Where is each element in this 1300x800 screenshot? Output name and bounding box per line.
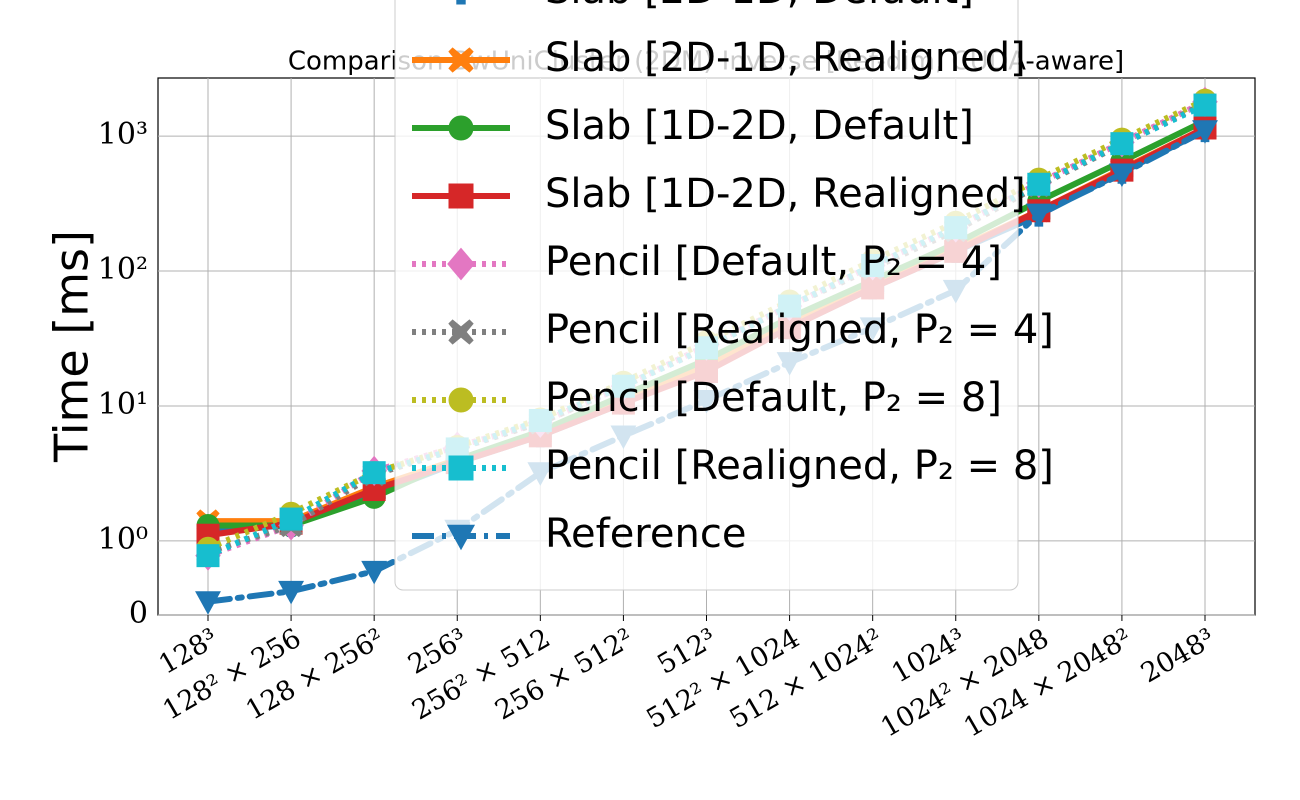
legend-label: Slab [2D-1D, Default]	[545, 0, 974, 13]
marker	[447, 247, 475, 281]
y-tick-label: 10²	[98, 252, 148, 287]
marker	[446, 524, 476, 551]
legend-label: Pencil [Realigned, P₂ = 4]	[545, 307, 1054, 353]
marker	[448, 183, 474, 209]
legend-label: Pencil [Default, P₂ = 8]	[545, 375, 1002, 421]
legend-label: Slab [1D-2D, Default]	[545, 103, 974, 149]
marker	[1193, 93, 1217, 117]
marker	[278, 580, 305, 605]
y-axis-label: Time [ms]	[45, 230, 99, 463]
marker	[448, 455, 474, 481]
legend-label: Pencil [Default, P₂ = 4]	[545, 239, 1002, 285]
legend-label: Slab [1D-2D, Realigned]	[545, 171, 1026, 217]
marker	[1027, 172, 1051, 196]
marker	[456, 0, 466, 5]
x-tick-label: 2048³	[1136, 623, 1220, 690]
marker	[448, 319, 474, 345]
legend-box	[394, 0, 1019, 591]
marker	[448, 115, 474, 141]
legend-label: Pencil [Realigned, P₂ = 8]	[545, 443, 1054, 489]
marker	[279, 507, 303, 531]
legend-label: Slab [2D-1D, Realigned]	[545, 35, 1026, 81]
y-tick-label: 10¹	[98, 387, 148, 422]
y-tick-label: 10⁰	[98, 522, 148, 557]
marker	[1108, 163, 1135, 188]
marker	[448, 387, 474, 413]
marker	[448, 47, 474, 73]
marker	[361, 560, 388, 585]
marker	[196, 544, 220, 568]
marker	[1192, 120, 1218, 144]
y-tick-label: 0	[129, 596, 148, 631]
marker	[1025, 203, 1052, 228]
legend-label: Reference	[545, 511, 746, 557]
legend: Slab [2D-1D, Default] Slab [2D-1D, Realig…	[394, 0, 1054, 591]
marker	[362, 461, 386, 485]
y-tick-label: 10³	[98, 117, 148, 152]
marker	[195, 591, 221, 615]
marker	[1110, 132, 1134, 156]
